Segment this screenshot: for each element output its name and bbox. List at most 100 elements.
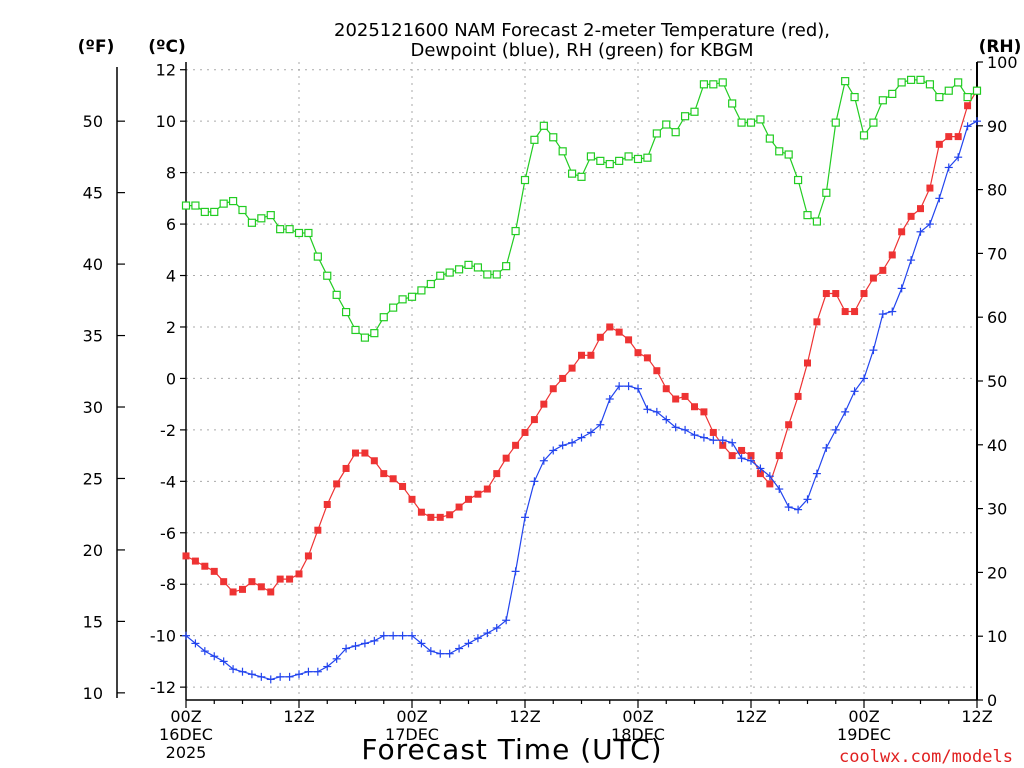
rh-point (859, 131, 869, 140)
celsius-tick-label: -10 (150, 627, 176, 646)
temperature-point (239, 585, 246, 593)
rh-point (841, 77, 850, 86)
series-temperature (182, 86, 981, 596)
fahrenheit-tick-label: 30 (83, 398, 103, 417)
axes (116, 61, 983, 708)
rh-point (417, 286, 426, 295)
temperature-point (898, 228, 906, 236)
temperature-point (587, 351, 595, 359)
dewpoint-point (398, 631, 407, 640)
dewpoint-point (360, 639, 369, 648)
rh-point (643, 153, 652, 162)
dewpoint-point (285, 672, 294, 681)
rh-point (888, 89, 897, 99)
grid (186, 62, 977, 700)
x-tick-label: 00Z (848, 707, 879, 726)
dewpoint-point (276, 672, 285, 681)
temperature-point (719, 441, 727, 449)
rh-point (257, 214, 266, 223)
temperature-point (625, 336, 633, 344)
dewpoint-point (643, 405, 652, 414)
rh-point (436, 271, 445, 280)
dewpoint-point (530, 477, 539, 486)
rh-point (709, 80, 718, 89)
rh-tick-label: 60 (987, 308, 1007, 327)
rh-point (389, 303, 398, 312)
dewpoint-point (586, 428, 595, 437)
rh-point (228, 196, 238, 206)
rh-point (916, 75, 925, 84)
temperature-point (728, 452, 736, 460)
temperature-point (474, 490, 482, 498)
temperature-point (352, 449, 359, 457)
temperature-point (267, 588, 275, 596)
dewpoint-point (718, 436, 727, 445)
x-tick-label: 2025 (166, 743, 207, 762)
fahrenheit-tick-label: 25 (83, 469, 103, 488)
rh-point (737, 118, 746, 127)
dewpoint-point (803, 495, 812, 504)
temperature-point (860, 290, 868, 298)
temperature-point (615, 328, 623, 336)
rh-point (803, 211, 812, 220)
rh-point (304, 228, 313, 238)
rh-tick-label: 50 (987, 372, 1007, 391)
dewpoint-point (794, 505, 803, 514)
dewpoint-point (916, 227, 925, 236)
rh-point (266, 211, 275, 220)
dewpoint-point (765, 472, 774, 481)
rh-point (351, 325, 360, 335)
temperature-point (775, 452, 783, 460)
dewpoint-point (464, 639, 473, 648)
dewpoint-point (408, 631, 416, 640)
rh-point (341, 307, 351, 317)
fahrenheit-tick-label: 40 (83, 255, 103, 274)
temperature-point (869, 274, 877, 282)
temperature-point (210, 567, 218, 575)
chart-title-line-2: Dewpoint (blue), RH (green) for KBGM (411, 40, 754, 61)
rh-point (925, 80, 935, 89)
temperature-point (841, 308, 849, 316)
rh-tick-label: 40 (987, 436, 1007, 455)
chart-title-line-1: 2025121600 NAM Forecast 2-meter Temperat… (334, 20, 830, 41)
rh-point (502, 262, 511, 271)
temperature-point (276, 575, 284, 583)
celsius-tick-label: 2 (166, 318, 176, 337)
temperature-point (596, 333, 604, 341)
dewpoint-point (502, 616, 511, 625)
rh-point (276, 225, 285, 234)
temperature-point (634, 349, 642, 357)
temperature-point (436, 513, 444, 521)
temperature-point (559, 374, 567, 382)
temperature-point (530, 416, 538, 424)
dewpoint-point (737, 454, 746, 463)
dewpoint-point (539, 456, 548, 465)
dewpoint-point (210, 652, 219, 661)
dewpoint-point (332, 654, 341, 663)
temperature-point (521, 428, 529, 436)
dewpoint-point (549, 446, 558, 455)
rh-tick-label: 10 (987, 627, 1007, 646)
celsius-tick-label: 0 (166, 369, 176, 388)
x-tick-label: 18DEC (611, 725, 665, 744)
x-tick-label: 12Z (735, 707, 766, 726)
dewpoint-point (521, 513, 529, 522)
dewpoint-point (954, 153, 963, 162)
rh-point (765, 134, 774, 143)
temperature-point (756, 470, 764, 478)
temperature-point (295, 570, 303, 578)
celsius-tick-label: 12 (156, 61, 176, 80)
dewpoint-point (247, 670, 256, 679)
celsius-tick-label: -2 (160, 421, 176, 440)
rh-tick-label: 80 (987, 181, 1007, 200)
rh-point (652, 129, 661, 138)
rh-point (728, 99, 737, 108)
dewpoint-point (370, 636, 379, 645)
temperature-point (323, 500, 331, 508)
temperature-point (361, 449, 369, 457)
temperature-point (229, 588, 237, 596)
temperature-point (738, 446, 746, 454)
celsius-tick-label: -6 (160, 524, 176, 543)
temperature-point (399, 482, 407, 490)
dewpoint-point (492, 623, 501, 632)
